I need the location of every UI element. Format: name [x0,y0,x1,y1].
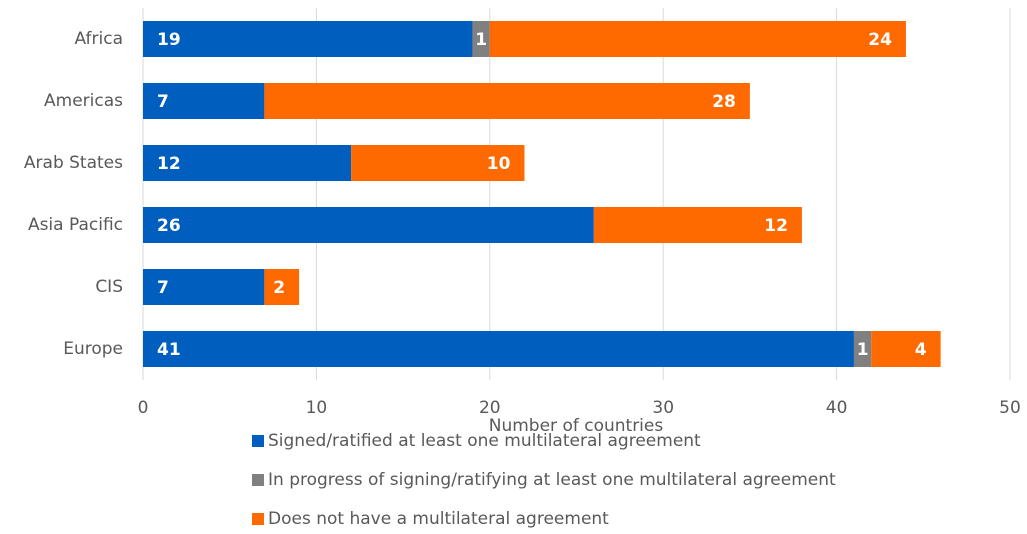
bar-segment [143,207,594,243]
bar-segment [143,83,265,119]
data-label: 2 [273,278,285,298]
y-tick-label: Europe [63,339,123,359]
data-label: 7 [157,92,169,112]
legend-swatch [252,513,264,525]
data-label: 28 [712,92,736,112]
data-label: 4 [915,340,927,360]
bar-segment [264,83,750,119]
bar-segment [264,269,300,305]
y-tick-label: Africa [75,29,124,49]
bar-segment [143,331,854,367]
data-label: 12 [157,154,181,174]
x-tick-label: 10 [306,398,328,418]
data-label: 12 [764,216,788,236]
bar-segment [472,21,490,57]
x-tick-label: 40 [826,398,848,418]
data-label: 24 [868,30,892,50]
legend-label: In progress of signing/ratifying at leas… [268,470,836,490]
bar-segment [853,331,872,367]
legend-swatch [252,474,264,486]
bar-segment [489,21,906,57]
data-label: 10 [487,154,511,174]
bar-segment [143,269,265,305]
y-tick-label: Americas [44,91,123,111]
legend-label: Does not have a multilateral agreement [268,509,609,529]
legend-label: Signed/ratified at least one multilatera… [268,431,701,451]
bar-segment [871,331,941,367]
legend-swatch [252,435,264,447]
data-label: 7 [157,278,169,298]
data-label: 26 [157,216,181,236]
y-tick-label: Asia Pacific [28,215,123,235]
x-tick-label: 50 [999,398,1021,418]
data-label: 1 [857,340,869,360]
x-axis-label: Number of countries [489,416,664,436]
y-tick-label: CIS [95,277,123,297]
x-tick-label: 30 [652,398,674,418]
x-tick-label: 20 [479,398,501,418]
data-label: 41 [157,340,181,360]
data-label: 1 [475,30,487,50]
bar-segment [593,207,802,243]
data-label: 19 [157,30,181,50]
bar-segment [143,21,473,57]
bar-segment [143,145,352,181]
y-tick-label: Arab States [24,153,123,173]
bar-segment [351,145,525,181]
x-tick-label: 0 [138,398,149,418]
